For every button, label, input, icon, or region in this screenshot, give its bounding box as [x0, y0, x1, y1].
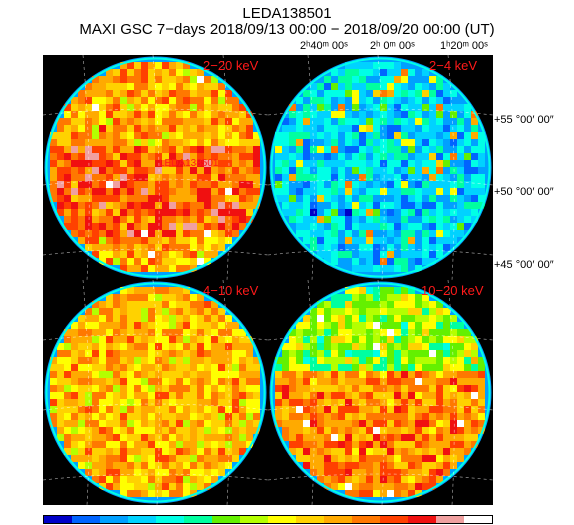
sky-disk-image — [43, 280, 268, 505]
sky-disk-image — [268, 280, 493, 505]
colorbar-swatch — [72, 516, 100, 523]
sky-map-frame: 2−20 keV 2−4 keV 4−10 keV 10−20 keV LEDA… — [43, 55, 493, 505]
ra-label-2: 2ʰ 0ᵐ 00ˢ — [370, 40, 415, 52]
colorbar-swatch — [44, 516, 72, 523]
panel-4-10kev — [43, 280, 268, 505]
band-label-4-10kev: 4−10 keV — [203, 283, 259, 298]
dec-label-2: +50 °00′ 00″ — [494, 186, 554, 198]
colorbar-swatch — [352, 516, 380, 523]
color-scale-bar — [43, 515, 493, 524]
image-title: LEDA138501 — [242, 5, 332, 22]
colorbar-swatch — [212, 516, 240, 523]
dec-label-3: +45 °00′ 00″ — [494, 259, 554, 271]
band-label-2-20kev: 2−20 keV — [203, 58, 259, 73]
colorbar-swatch — [436, 516, 464, 523]
band-label-10-20kev: 10−20 keV — [421, 283, 484, 298]
colorbar-swatch — [240, 516, 268, 523]
colorbar-swatch — [464, 516, 492, 523]
panel-2-4kev — [268, 55, 493, 280]
colorbar-swatch — [408, 516, 436, 523]
colorbar-swatch — [100, 516, 128, 523]
sky-disk-image — [268, 55, 493, 280]
sky-disk-image — [43, 55, 268, 280]
colorbar-swatch — [324, 516, 352, 523]
panel-2-20kev — [43, 55, 268, 280]
ra-label-3: 1ʰ20ᵐ 00ˢ — [440, 40, 488, 52]
ra-label-1: 2ʰ40ᵐ 00ˢ — [300, 40, 348, 52]
observation-subtitle: MAXI GSC 7−days 2018/09/13 00:00 − 2018/… — [79, 21, 495, 38]
colorbar-swatch — [128, 516, 156, 523]
colorbar-swatch — [380, 516, 408, 523]
band-label-2-4kev: 2−4 keV — [429, 58, 478, 73]
colorbar-swatch — [156, 516, 184, 523]
colorbar-swatch — [184, 516, 212, 523]
panel-10-20kev — [268, 280, 493, 505]
colorbar-swatch — [296, 516, 324, 523]
colorbar-swatch — [268, 516, 296, 523]
dec-label-1: +55 °00′ 00″ — [494, 114, 554, 126]
source-label: LEDA138501 — [159, 158, 219, 169]
